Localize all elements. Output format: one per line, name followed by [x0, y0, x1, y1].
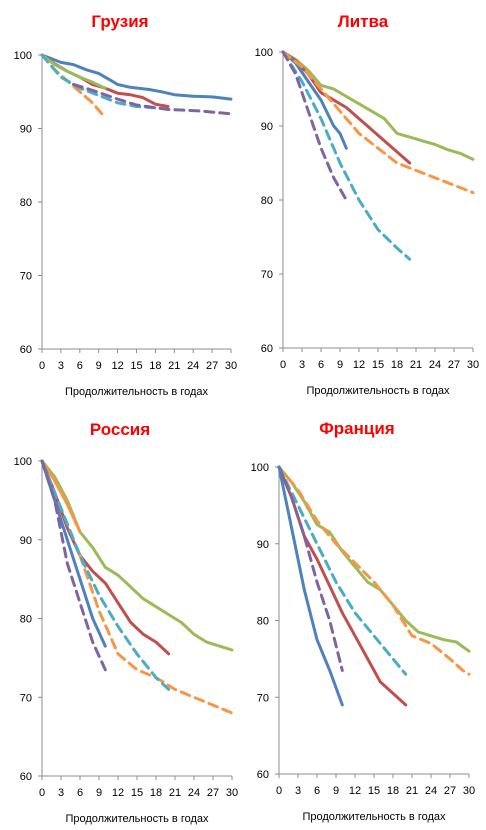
series-line-6: [40, 459, 171, 691]
series-line-2: [281, 50, 412, 165]
chart-russia: Россия 60 70 80 90 100 0 3 6 9 12 15 18 21 24 27 30 Продо…: [14, 420, 238, 825]
x-tick-label: 18: [149, 360, 161, 372]
x-tick-label: 18: [150, 787, 162, 799]
x-tick-label: 6: [318, 359, 324, 371]
x-axis-label: Продолжительность в годах: [302, 811, 446, 823]
x-tick-label: 0: [39, 787, 45, 799]
series-line-2: [40, 459, 82, 534]
x-tick-label: 3: [299, 359, 305, 371]
series-line-1: [281, 50, 475, 161]
chart-title: Россия: [90, 420, 150, 439]
y-tick-label: 70: [20, 692, 32, 704]
x-tick-label: 12: [353, 359, 365, 371]
x-axis-label: Продолжительность в годах: [306, 385, 450, 397]
y-tick-label: 60: [261, 343, 273, 355]
series-line-3: [40, 53, 107, 90]
y-tick-label: 80: [20, 614, 32, 626]
x-tick-label: 12: [112, 787, 124, 799]
series-line-1: [277, 465, 471, 653]
x-tick-label: 15: [130, 360, 142, 372]
y-tick-label: 70: [20, 271, 32, 283]
chart-title: Франция: [319, 419, 394, 438]
x-tick-label: 9: [96, 787, 102, 799]
x-tick-label: 30: [463, 785, 475, 797]
x-tick-label: 3: [58, 360, 64, 372]
series-line-5: [277, 465, 344, 672]
y-tick-label: 100: [255, 47, 273, 59]
y-tick-label: 80: [257, 616, 269, 628]
y-tick-label: 100: [14, 456, 32, 468]
y-tick-label: 70: [261, 269, 273, 281]
y-tick-label: 80: [20, 197, 32, 209]
x-tick-label: 24: [187, 360, 199, 372]
series-line-6: [277, 465, 344, 707]
chart-title: Грузия: [91, 12, 148, 31]
x-tick-label: 6: [77, 787, 83, 799]
series-line-6: [72, 82, 233, 116]
y-tick-label: 90: [261, 121, 273, 133]
y-tick-label: 80: [261, 195, 273, 207]
x-tick-label: 0: [280, 359, 286, 371]
series-line-6: [281, 50, 348, 202]
x-tick-label: 27: [207, 787, 219, 799]
x-tick-label: 21: [406, 785, 418, 797]
x-tick-label: 12: [349, 785, 361, 797]
x-tick-label: 9: [96, 360, 102, 372]
x-tick-label: 24: [425, 785, 437, 797]
x-tick-label: 27: [206, 360, 218, 372]
series-line-3: [277, 465, 408, 676]
y-tick-label: 100: [251, 462, 269, 474]
chart-france: Франция 60 70 80 90 100 0 3 6 9 12 15 18 21 24 27 30 Прод…: [251, 419, 475, 823]
y-tick-label: 60: [257, 769, 269, 781]
x-tick-label: 15: [131, 787, 143, 799]
y-tick-label: 100: [14, 50, 32, 62]
y-tick-label: 60: [20, 344, 32, 356]
series-line-4: [281, 50, 475, 195]
x-tick-label: 30: [467, 359, 479, 371]
x-tick-label: 0: [39, 360, 45, 372]
x-tick-label: 30: [225, 360, 237, 372]
x-tick-label: 0: [276, 785, 282, 797]
y-tick-label: 70: [257, 692, 269, 704]
x-tick-label: 27: [444, 785, 456, 797]
x-axis-label: Продолжительность в годах: [65, 386, 209, 398]
x-tick-label: 30: [226, 787, 238, 799]
x-tick-label: 3: [58, 787, 64, 799]
x-tick-label: 6: [77, 360, 83, 372]
series-line-2: [277, 465, 471, 676]
series-line-5: [281, 50, 412, 261]
x-tick-label: 3: [295, 785, 301, 797]
x-tick-label: 24: [429, 359, 441, 371]
chart-title: Литва: [338, 12, 389, 31]
series-line-1: [40, 53, 233, 101]
x-tick-label: 21: [410, 359, 422, 371]
x-tick-label: 27: [448, 359, 460, 371]
chart-lithuania: Литва 60 70 80 90 100 0 3 6 9 12 15 18 21 24 27 30 Продол…: [255, 12, 479, 397]
x-tick-label: 9: [337, 359, 343, 371]
x-tick-label: 24: [188, 787, 200, 799]
x-axis-label: Продолжительность в годах: [65, 813, 209, 825]
series-line-1: [40, 459, 234, 652]
x-tick-label: 18: [387, 785, 399, 797]
series-line-7: [40, 459, 107, 672]
x-tick-label: 21: [169, 787, 181, 799]
x-tick-label: 12: [111, 360, 123, 372]
x-tick-label: 9: [333, 785, 339, 797]
y-tick-label: 90: [20, 124, 32, 136]
y-tick-label: 90: [257, 539, 269, 551]
y-tick-label: 60: [20, 771, 32, 783]
x-tick-label: 21: [168, 360, 180, 372]
x-tick-label: 18: [391, 359, 403, 371]
x-tick-label: 15: [372, 359, 384, 371]
x-tick-label: 15: [368, 785, 380, 797]
y-tick-label: 90: [20, 535, 32, 547]
chart-georgia: Грузия 60 70 80 90 100 0 3 6 9 12 15 18 21 24 27 30 Продо…: [14, 12, 237, 398]
x-tick-label: 6: [314, 785, 320, 797]
